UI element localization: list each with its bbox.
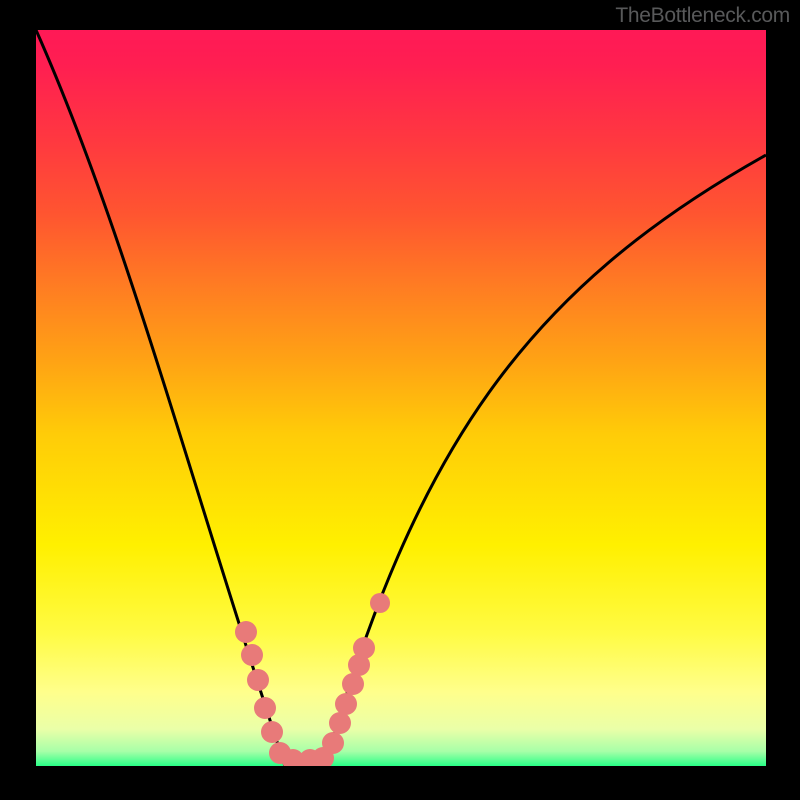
plot-background — [36, 30, 766, 766]
attribution-label: TheBottleneck.com — [615, 4, 790, 28]
bottleneck-chart — [0, 0, 800, 800]
data-marker — [261, 721, 283, 743]
data-marker — [353, 637, 375, 659]
data-marker — [247, 669, 269, 691]
data-marker — [241, 644, 263, 666]
data-marker — [322, 732, 344, 754]
data-marker — [342, 673, 364, 695]
data-marker — [329, 712, 351, 734]
data-marker — [235, 621, 257, 643]
data-marker — [370, 593, 390, 613]
data-marker — [254, 697, 276, 719]
data-marker — [335, 693, 357, 715]
